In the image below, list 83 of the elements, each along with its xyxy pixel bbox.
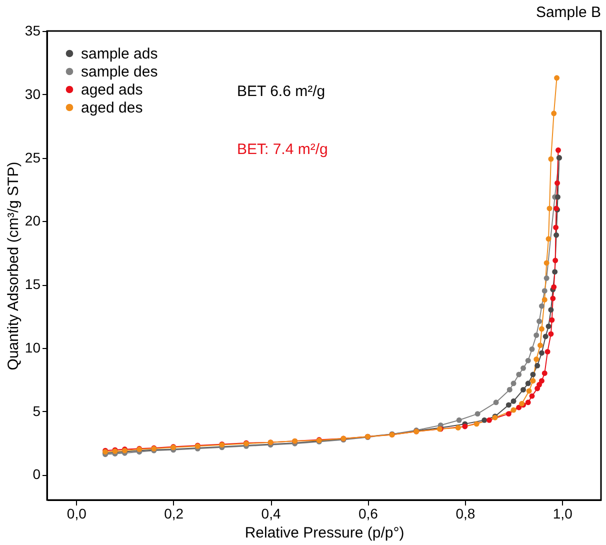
point	[542, 334, 548, 340]
x-tick-label: 0,8	[456, 506, 476, 522]
point	[555, 147, 561, 153]
point	[554, 180, 560, 186]
point	[530, 372, 536, 378]
point	[510, 380, 516, 386]
point	[482, 417, 488, 423]
point	[520, 365, 526, 371]
point	[530, 378, 536, 384]
point	[525, 400, 531, 406]
point	[536, 318, 542, 324]
point	[546, 206, 552, 212]
point	[554, 232, 560, 238]
point	[506, 386, 512, 392]
legend-label: aged ads	[81, 82, 143, 98]
x-tick-label: 1,0	[552, 506, 573, 522]
point	[555, 194, 560, 200]
point	[526, 388, 532, 394]
legend-label: sample des	[81, 64, 158, 80]
x-axis-title: Relative Pressure (p/p°)	[244, 524, 404, 542]
point	[529, 346, 535, 352]
point	[552, 258, 558, 264]
point	[546, 236, 552, 242]
point	[551, 284, 557, 290]
point	[552, 269, 558, 275]
point	[510, 407, 516, 413]
legend-label: sample ads	[81, 46, 158, 62]
point	[520, 386, 526, 392]
point	[542, 370, 548, 376]
y-axis-title: Quantity Adsorbed (cm³/g STP)	[4, 162, 22, 370]
y-tick-label: 35	[24, 22, 41, 38]
point	[551, 110, 557, 116]
point	[536, 382, 542, 388]
point	[548, 156, 554, 162]
point	[516, 372, 522, 378]
point	[544, 260, 550, 266]
point	[474, 411, 480, 417]
point	[525, 358, 531, 364]
x-tick-label: 0,6	[358, 506, 378, 522]
point	[529, 393, 535, 399]
point	[546, 324, 552, 330]
point	[525, 380, 531, 386]
chart-title: Sample B	[536, 4, 601, 21]
point	[534, 332, 540, 338]
point	[538, 342, 543, 348]
point	[538, 303, 544, 309]
x-tick-label: 0,0	[66, 506, 87, 522]
x-tick-label: 0,4	[261, 506, 281, 522]
y-tick-label: 20	[24, 212, 41, 229]
annotation: BET 6.6 m²/g	[237, 83, 326, 100]
point	[456, 417, 462, 423]
point	[544, 348, 550, 354]
point	[538, 326, 544, 332]
y-tick-label: 30	[24, 86, 41, 102]
annotation: BET: 7.4 m²/g	[237, 141, 328, 158]
point	[548, 307, 554, 313]
point	[554, 75, 560, 81]
point	[549, 317, 555, 323]
legend-label: aged des	[81, 100, 143, 116]
point	[544, 275, 550, 281]
point	[538, 378, 544, 384]
point	[534, 362, 540, 368]
point	[534, 356, 540, 362]
point	[474, 421, 480, 427]
y-tick-label: 0	[32, 466, 41, 482]
point	[510, 398, 516, 404]
x-tick-label: 0,2	[164, 506, 184, 522]
y-tick-label: 25	[24, 149, 41, 166]
point	[506, 411, 512, 417]
point	[493, 400, 499, 406]
point	[553, 224, 559, 230]
y-tick-label: 15	[24, 276, 41, 292]
point	[506, 402, 512, 408]
point	[462, 424, 468, 430]
point	[486, 417, 492, 423]
y-tick-label: 5	[32, 402, 41, 419]
point	[542, 288, 548, 294]
point	[538, 350, 544, 356]
point	[548, 331, 554, 337]
point	[455, 425, 461, 430]
y-tick-label: 10	[24, 339, 41, 356]
point	[542, 296, 548, 302]
point	[550, 296, 556, 302]
